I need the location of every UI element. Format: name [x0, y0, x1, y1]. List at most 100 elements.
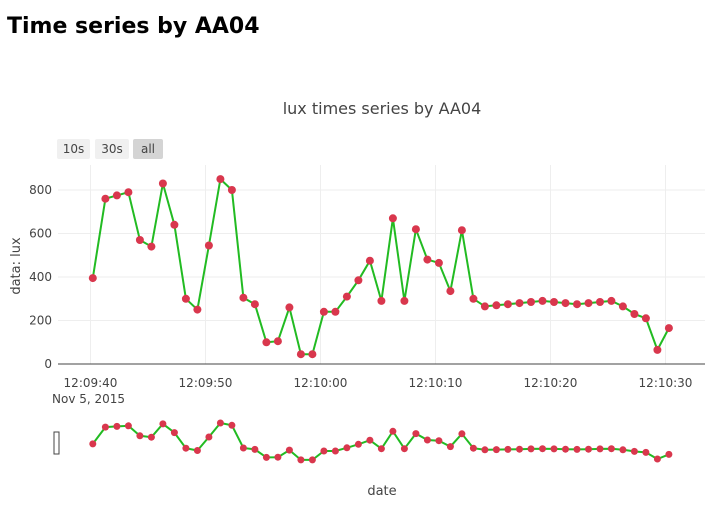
- y-tick-label: 200: [29, 314, 52, 328]
- data-point[interactable]: [319, 307, 328, 316]
- slider-data-point: [331, 447, 339, 455]
- y-axis-label: data: lux: [9, 237, 24, 295]
- slider-data-point: [412, 430, 420, 438]
- data-point[interactable]: [227, 186, 236, 194]
- data-point[interactable]: [262, 338, 271, 347]
- slider-data-point: [389, 427, 397, 435]
- slider-data-point: [101, 423, 109, 431]
- range-selector[interactable]: 10s 30s all: [57, 139, 163, 159]
- slider-data-point: [585, 445, 592, 453]
- data-point[interactable]: [342, 292, 351, 301]
- data-point[interactable]: [170, 220, 179, 229]
- slider-data-point: [665, 450, 673, 458]
- data-point[interactable]: [181, 294, 190, 303]
- slider-data-point: [366, 436, 374, 444]
- slider-data-point: [297, 456, 305, 464]
- data-point[interactable]: [296, 350, 305, 359]
- data-point[interactable]: [550, 298, 558, 306]
- data-point[interactable]: [216, 175, 225, 184]
- page-title: Time series by AA04: [7, 14, 260, 39]
- range-button-label: 10s: [63, 142, 85, 156]
- data-point[interactable]: [204, 241, 213, 250]
- slider-data-point: [274, 453, 282, 461]
- slider-data-point: [504, 445, 512, 453]
- range-button-30s[interactable]: 30s: [95, 139, 129, 159]
- range-button-label: 30s: [101, 142, 123, 156]
- y-tick-label: 800: [29, 183, 52, 197]
- data-point[interactable]: [503, 300, 512, 309]
- data-point[interactable]: [641, 314, 650, 323]
- slider-data-point: [377, 445, 385, 453]
- slider-data-point: [216, 419, 224, 427]
- data-point[interactable]: [573, 300, 581, 309]
- data-point[interactable]: [273, 337, 282, 346]
- data-point[interactable]: [480, 302, 489, 311]
- slider-data-point: [527, 445, 535, 453]
- slider-data-point: [619, 446, 627, 454]
- data-point[interactable]: [492, 301, 501, 310]
- data-point[interactable]: [158, 179, 167, 188]
- y-tick-label: 600: [29, 227, 52, 241]
- data-point[interactable]: [250, 300, 259, 309]
- data-point[interactable]: [285, 303, 294, 312]
- slider-data-point: [516, 445, 523, 453]
- data-point[interactable]: [193, 305, 202, 314]
- range-slider[interactable]: [53, 419, 673, 464]
- slider-data-point: [573, 445, 581, 453]
- data-point[interactable]: [457, 226, 466, 235]
- data-point[interactable]: [596, 298, 604, 306]
- chart-title: lux times series by AA04: [283, 99, 482, 118]
- grid-lines: [58, 165, 705, 364]
- data-point[interactable]: [377, 296, 386, 305]
- slider-data-point: [228, 421, 236, 429]
- slider-data-point: [469, 444, 477, 452]
- data-point[interactable]: [308, 350, 317, 359]
- data-point[interactable]: [434, 258, 443, 267]
- data-point[interactable]: [538, 296, 547, 305]
- data-point[interactable]: [400, 296, 409, 305]
- slider-data-point: [653, 455, 661, 463]
- data-point[interactable]: [653, 345, 662, 354]
- data-point[interactable]: [354, 276, 363, 285]
- data-point[interactable]: [527, 298, 535, 306]
- slider-data-point: [458, 430, 466, 438]
- slider-data-point: [205, 433, 213, 441]
- slider-series-line: [92, 421, 670, 461]
- data-point[interactable]: [584, 299, 593, 308]
- slider-data-point: [159, 420, 167, 428]
- data-point[interactable]: [664, 324, 673, 333]
- range-slider-handle[interactable]: [53, 431, 60, 455]
- range-button-all[interactable]: all: [133, 139, 163, 159]
- data-point[interactable]: [147, 242, 156, 251]
- data-point[interactable]: [630, 310, 639, 318]
- slider-data-point: [239, 444, 247, 452]
- data-point[interactable]: [618, 302, 627, 311]
- slider-data-point: [320, 447, 328, 455]
- data-point[interactable]: [388, 214, 397, 223]
- slider-data-point: [251, 445, 259, 453]
- slider-data-point: [492, 446, 500, 454]
- data-point[interactable]: [446, 287, 455, 296]
- data-point[interactable]: [135, 236, 144, 244]
- range-button-bg: [95, 139, 129, 159]
- data-point[interactable]: [561, 299, 570, 308]
- data-point[interactable]: [423, 255, 432, 264]
- data-point[interactable]: [124, 188, 133, 197]
- series-lux[interactable]: [88, 175, 673, 359]
- series-line: [91, 177, 670, 356]
- data-point[interactable]: [469, 294, 478, 303]
- range-button-10s[interactable]: 10s: [57, 139, 90, 159]
- slider-data-point: [400, 445, 408, 453]
- data-point[interactable]: [607, 296, 616, 305]
- data-point[interactable]: [239, 293, 248, 302]
- data-point[interactable]: [331, 307, 340, 316]
- data-point[interactable]: [112, 191, 121, 200]
- data-point[interactable]: [411, 225, 420, 234]
- data-point[interactable]: [515, 299, 524, 308]
- data-point[interactable]: [88, 274, 97, 283]
- y-tick-label: 0: [44, 357, 52, 371]
- data-point[interactable]: [101, 194, 110, 203]
- data-point[interactable]: [365, 256, 374, 265]
- slider-data-point: [113, 422, 121, 430]
